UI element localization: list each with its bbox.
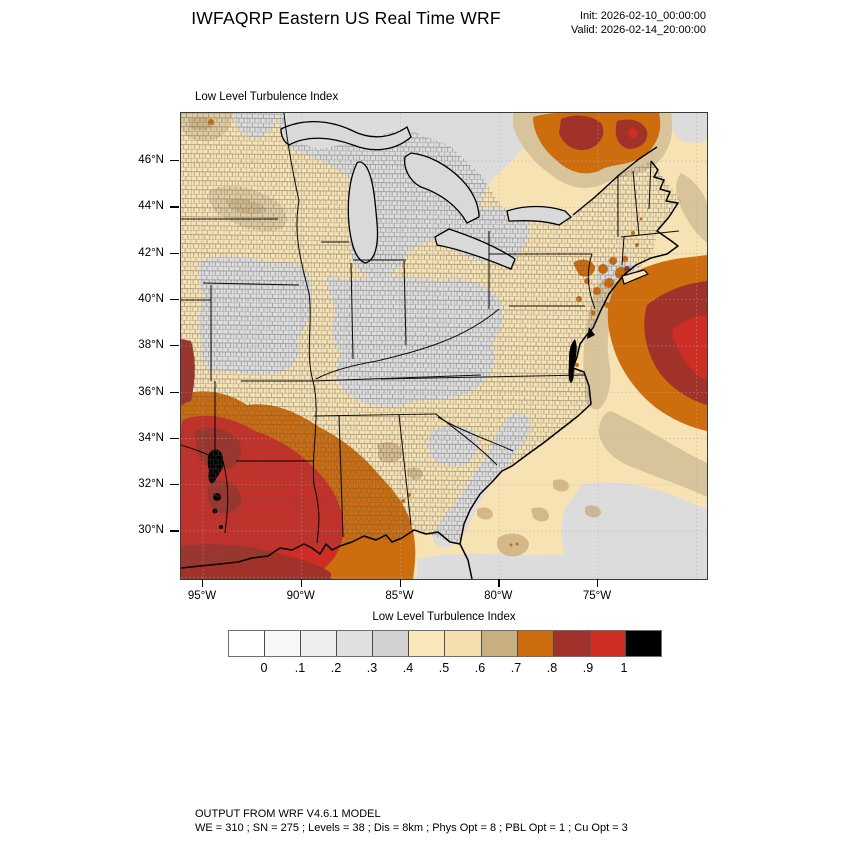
lat-tick-mark [170, 530, 179, 532]
lat-tick-mark [170, 252, 179, 254]
page-title: IWFAQRP Eastern US Real Time WRF [191, 8, 501, 28]
latitude-axis: 46°N 44°N 42°N 40°N 38°N 36°N 34°N 32°N 30°N [0, 112, 180, 578]
lat-tick-label: 32°N [138, 478, 164, 491]
lon-tick-label: 75°W [582, 590, 612, 602]
delaware-bay [587, 327, 595, 339]
lat-tick-mark [170, 484, 179, 486]
lat-tick-label: 46°N [138, 154, 164, 166]
lat-tick-label: 34°N [138, 431, 164, 444]
footer-line2: WE = 310 ; SN = 275 ; Levels = 38 ; Dis … [195, 821, 628, 834]
chesapeake-bay [568, 339, 577, 383]
colorbar-tick-label: .8 [546, 661, 558, 675]
lon-tick-mark [597, 579, 599, 587]
map-frame [180, 112, 708, 580]
lon-tick-mark [498, 579, 500, 587]
lat-tick-mark [170, 391, 179, 393]
lat-tick-label: 38°N [138, 339, 164, 352]
colorbar-cell [480, 631, 517, 656]
longitude-axis: 95°W 90°W 85°W 80°W 75°W [180, 579, 707, 613]
lon-tick-label: 90°W [286, 590, 315, 602]
lat-tick-label: 42°N [138, 246, 164, 259]
colorbar-cell [588, 631, 625, 656]
lon-tick-label: 80°W [484, 590, 513, 602]
colorbar [228, 630, 662, 657]
colorbar-tick-labels: 0 .1 .2 .3 .4 .5 .6 .7 .8 .9 1 [228, 661, 660, 677]
coastline [181, 146, 679, 579]
footer-model-info: OUTPUT FROM WRF V4.6.1 MODEL WE = 310 ; … [195, 808, 628, 835]
colorbar-cell [552, 631, 589, 656]
lat-tick-label: 44°N [138, 200, 164, 213]
footer-line1: OUTPUT FROM WRF V4.6.1 MODEL [195, 808, 381, 820]
colorbar-tick-label: .1 [294, 661, 306, 675]
colorbar-cell [372, 631, 409, 656]
lon-tick-mark [300, 579, 303, 587]
colorbar-cell [300, 631, 337, 656]
state-borders [181, 113, 680, 544]
colorbar-cell [336, 631, 373, 656]
lat-tick-mark [170, 206, 179, 208]
colorbar-title: Low Level Turbulence Index [372, 611, 516, 623]
colorbar-tick-label: 0 [260, 661, 268, 675]
colorbar-tick-label: 1 [620, 661, 628, 675]
lat-tick-label: 36°N [138, 385, 164, 398]
great-lakes [280, 120, 573, 270]
lon-tick-mark [202, 579, 204, 587]
colorbar-tick-label: .7 [510, 661, 522, 675]
colorbar-cell [229, 631, 265, 656]
init-timestamp: Init: 2026-02-10_00:00:00 [580, 10, 706, 22]
valid-timestamp: Valid: 2026-02-14_20:00:00 [571, 23, 706, 36]
colorbar-cell [264, 631, 301, 656]
field-title: Low Level Turbulence Index [195, 91, 339, 103]
colorbar-cell [624, 631, 661, 656]
colorbar-cell [444, 631, 481, 656]
colorbar-tick-label: .3 [366, 661, 378, 675]
lon-tick-label: 95°W [187, 590, 217, 602]
colorbar-tick-label: .2 [330, 661, 342, 675]
colorbar-cell [408, 631, 445, 656]
lat-tick-label: 40°N [138, 292, 164, 305]
map-canvas [181, 113, 707, 579]
colorbar-cell [516, 631, 553, 656]
colorbar-tick-label: .4 [402, 661, 414, 675]
lat-tick-mark [170, 160, 179, 162]
lat-tick-label: 30°N [138, 524, 164, 537]
colorbar-tick-label: .9 [582, 661, 594, 675]
colorbar-tick-label: .5 [438, 661, 450, 675]
lon-tick-mark [399, 579, 401, 587]
lat-tick-mark [170, 437, 179, 440]
long-island [621, 269, 649, 285]
lon-tick-label: 85°W [385, 590, 414, 602]
lat-tick-mark [170, 345, 179, 347]
timestamp-block: Init: 2026-02-10_00:00:00 Valid: 2026-02… [571, 10, 706, 37]
colorbar-tick-label: .6 [474, 661, 486, 675]
lat-tick-mark [170, 298, 179, 301]
st-lawrence-river [572, 146, 658, 216]
